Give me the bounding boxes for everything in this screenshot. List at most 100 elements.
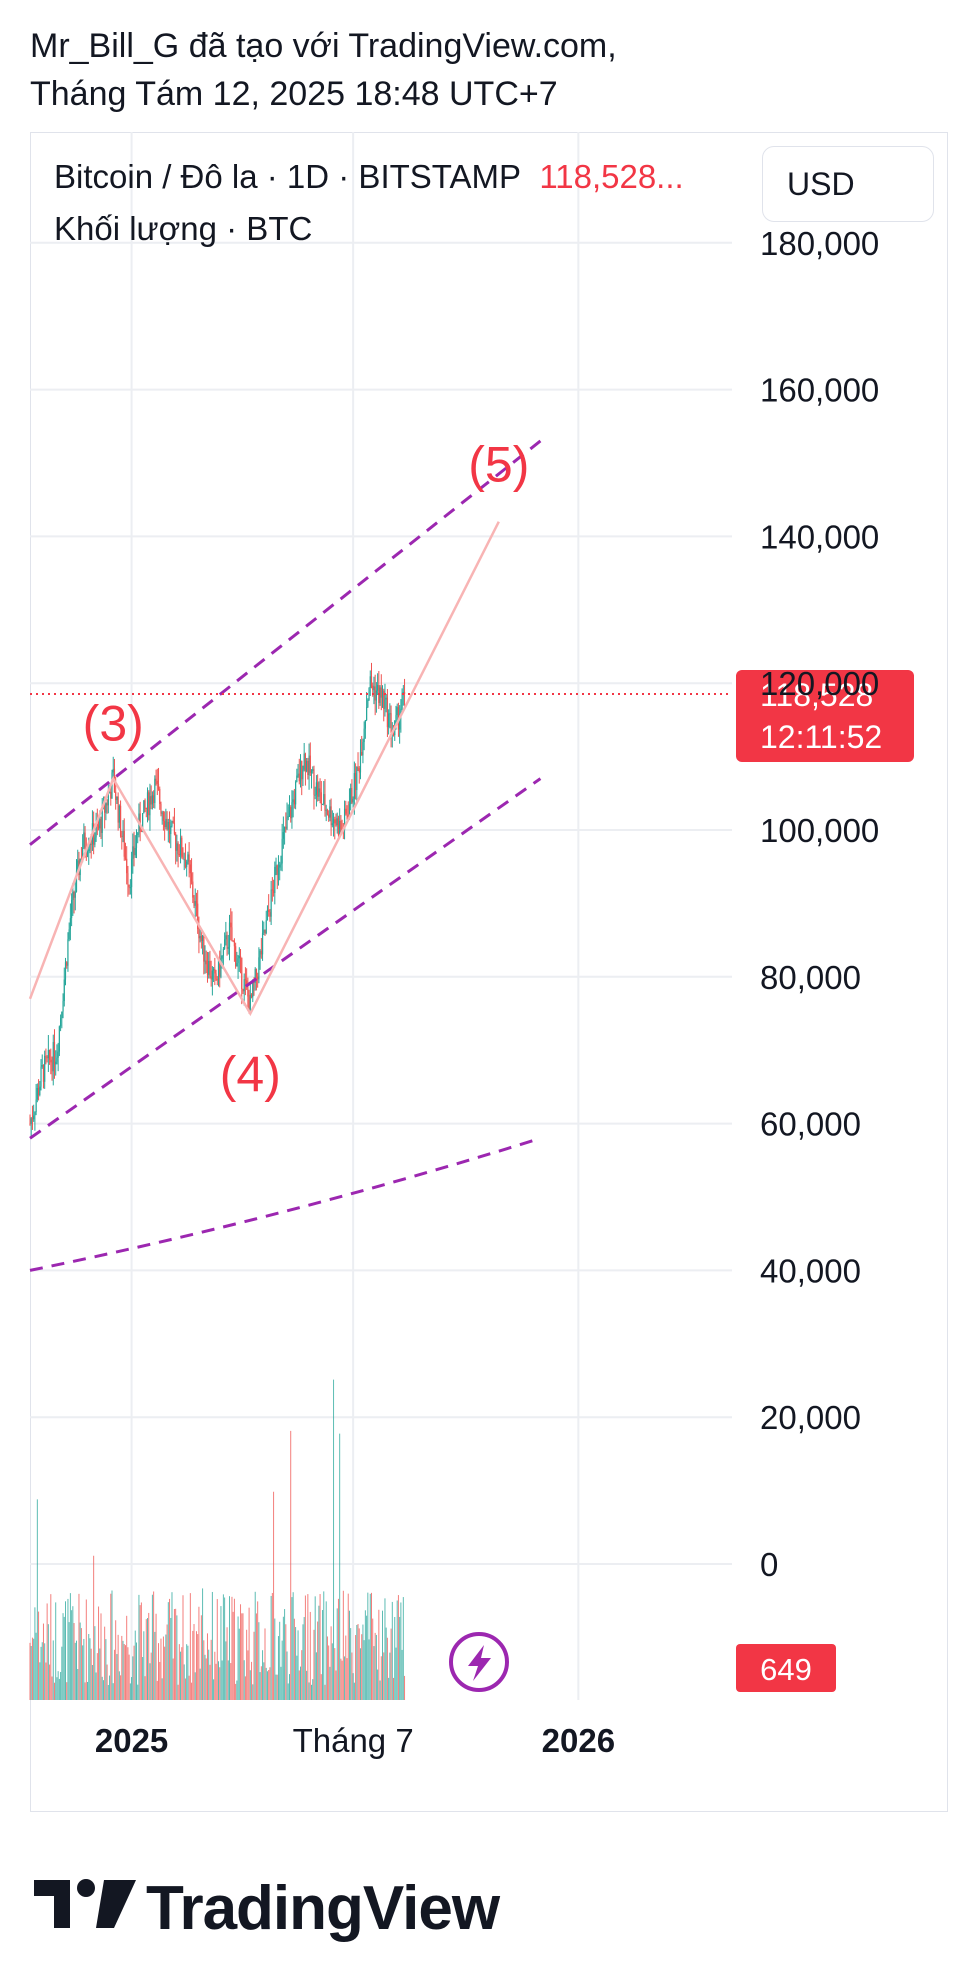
candle-body [164,821,166,828]
candle-body [386,697,389,728]
candle-body [130,858,133,888]
candle-body [213,968,215,971]
candle-body [108,791,111,794]
candle-body [64,962,67,980]
lightning-icon[interactable] [449,1632,509,1692]
candle-body [226,935,228,949]
candle-body [182,856,184,860]
candle-body [272,890,275,894]
candle-body [281,838,283,864]
candle-body [204,960,206,962]
candle-body [399,717,401,730]
candle-body [115,791,117,801]
candle-body [97,825,100,829]
y-tick-label: 160,000 [760,372,879,409]
candle-body [243,979,245,992]
candle-body [162,812,165,822]
candle-body [205,960,207,965]
y-tick-label: 0 [760,1546,778,1583]
y-tick-label: 140,000 [760,518,879,555]
candle-body [319,788,321,793]
candle-body [285,826,287,829]
candle-body [328,814,330,818]
y-tick-label: 20,000 [760,1399,861,1436]
candle-body [175,833,177,851]
candle-body [95,824,97,838]
timestamp: Tháng Tám 12, 2025 18:48 UTC+7 [30,75,558,113]
candle-body [297,773,299,776]
candle-body [153,795,155,804]
candle-body [34,1112,36,1116]
candle-body [203,935,205,962]
candle-body [238,955,240,959]
y-tick-label: 60,000 [760,1106,861,1143]
candle-body [216,979,218,981]
candle-body [286,817,288,829]
volume-legend[interactable]: Khối lượng · BTC [54,210,313,247]
candle-body [255,968,258,977]
candle-body [172,820,174,823]
candle-body [134,847,136,856]
candle-body [57,1051,59,1058]
candle-body [211,970,213,980]
candle-body [374,686,376,701]
candle-body [124,856,127,859]
candle-body [40,1066,42,1087]
currency-button[interactable]: USD [762,146,934,222]
candle-body [235,946,237,967]
candle-body [156,780,158,784]
candle-body [354,773,357,791]
candle-body [335,823,337,826]
candle-body [187,854,189,862]
candle-body [293,799,295,805]
candle-body [264,929,266,934]
candle-body [149,796,151,816]
candle-body [123,830,125,857]
candle-body [199,936,201,939]
candle-body [332,819,335,824]
volume-label-value: 649 [760,1652,812,1687]
candle-body [323,794,325,804]
symbol-legend[interactable]: Bitcoin / Đô la · 1D · BITSTAMP 118,528.… [54,158,684,196]
candle-body [236,963,238,967]
candle-body [390,713,392,735]
candle-body [150,796,152,805]
candle-body [254,968,256,983]
candle-body [313,769,315,795]
candle-body [50,1059,52,1063]
candle-body [362,742,364,756]
price-label-value: 118,528 [760,677,873,713]
candle-body [157,783,160,789]
candle-body [62,1001,64,1012]
candle-body [133,846,135,856]
candle-body [151,795,153,805]
candle-body [179,837,182,856]
elliott-wave-path [28,521,500,1017]
symbol-title: Bitcoin / Đô la · 1D · BITSTAMP [54,158,521,195]
wave-label: (5) [468,437,529,493]
wave-label: (4) [220,1047,281,1103]
candle-body [219,958,221,977]
candle-body [326,809,329,815]
candle-body [188,854,190,865]
lightning-icon-bolt [468,1645,491,1681]
candle-body [167,822,169,830]
candle-body [348,804,351,818]
tradingview-logo-icon [34,1879,136,1928]
candle-body [244,979,247,981]
candle-body [345,808,347,814]
candle-body [274,866,276,894]
candle-body [55,1061,57,1065]
candle-body [193,897,195,906]
candle-body [154,778,156,804]
candle-body [258,957,260,980]
candle-body [99,818,101,829]
candle-body [367,699,369,708]
candle-body [197,903,199,930]
candle-body [119,805,122,836]
candle-body [36,1087,38,1100]
candle-body [209,960,211,977]
candle-body [380,687,382,698]
candle-body [146,792,149,809]
